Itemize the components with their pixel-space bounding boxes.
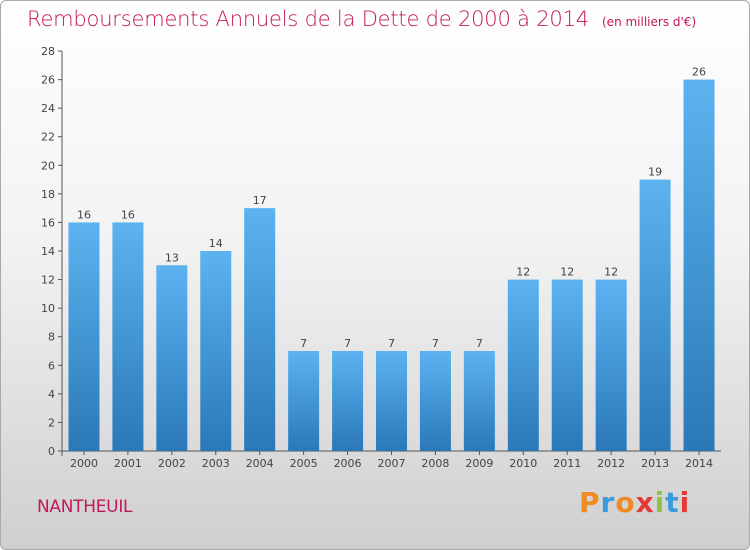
chart-title: Remboursements Annuels de la Dette de 20… xyxy=(27,7,589,31)
bar-value-label: 16 xyxy=(121,208,135,221)
y-tick-label: 2 xyxy=(48,416,55,429)
chart-subtitle: (en milliers d'€) xyxy=(602,15,697,29)
y-tick-label: 24 xyxy=(41,102,55,115)
bar xyxy=(68,222,100,451)
x-tick-label: 2002 xyxy=(158,457,186,470)
bar-value-label: 7 xyxy=(344,337,351,350)
bar-value-label: 13 xyxy=(165,251,179,264)
y-tick-label: 28 xyxy=(41,45,55,58)
proxiti-logo: Proxiti xyxy=(579,486,691,519)
x-tick-label: 2008 xyxy=(421,457,449,470)
bar xyxy=(683,79,715,452)
x-tick-label: 2013 xyxy=(641,457,669,470)
x-tick-label: 2009 xyxy=(465,457,493,470)
x-tick-label: 2004 xyxy=(246,457,274,470)
y-tick-label: 0 xyxy=(48,445,55,458)
x-tick-label: 2011 xyxy=(553,457,581,470)
bar-value-label: 12 xyxy=(604,266,618,279)
bar xyxy=(551,279,583,451)
bar xyxy=(200,251,232,451)
town-name: NANTHEUIL xyxy=(37,497,133,517)
y-tick-label: 10 xyxy=(41,302,55,315)
bar-value-label: 7 xyxy=(476,337,483,350)
bar xyxy=(463,351,495,451)
bar-value-label: 12 xyxy=(560,266,574,279)
x-tick-label: 2003 xyxy=(202,457,230,470)
y-tick-label: 18 xyxy=(41,188,55,201)
bar-value-label: 14 xyxy=(209,237,223,250)
y-tick-label: 20 xyxy=(41,159,55,172)
bar xyxy=(244,208,276,451)
bar xyxy=(332,351,364,451)
bar xyxy=(288,351,320,451)
y-tick-label: 12 xyxy=(41,274,55,287)
y-tick-label: 14 xyxy=(41,245,55,258)
bar-value-label: 7 xyxy=(432,337,439,350)
y-tick-label: 26 xyxy=(41,74,55,87)
x-tick-label: 2000 xyxy=(70,457,98,470)
bar xyxy=(595,279,627,451)
y-tick-label: 8 xyxy=(48,331,55,344)
y-tick-label: 22 xyxy=(41,131,55,144)
x-tick-label: 2014 xyxy=(685,457,713,470)
bar-value-label: 16 xyxy=(77,208,91,221)
x-tick-label: 2010 xyxy=(509,457,537,470)
bar xyxy=(376,351,407,451)
y-tick-label: 4 xyxy=(48,388,55,401)
x-tick-label: 2006 xyxy=(334,457,362,470)
y-tick-label: 6 xyxy=(48,359,55,372)
bar xyxy=(639,179,671,452)
x-tick-label: 2007 xyxy=(378,457,406,470)
bar-value-label: 17 xyxy=(253,194,267,207)
bar xyxy=(156,265,188,451)
bar-value-label: 19 xyxy=(648,166,662,179)
bar xyxy=(112,222,144,451)
bar-value-label: 7 xyxy=(300,337,307,350)
bar-value-label: 12 xyxy=(516,266,530,279)
bar-value-label: 26 xyxy=(692,66,706,79)
x-tick-label: 2012 xyxy=(597,457,625,470)
bar-value-label: 7 xyxy=(388,337,395,350)
bar xyxy=(419,351,451,451)
y-tick-label: 16 xyxy=(41,216,55,229)
x-tick-label: 2005 xyxy=(290,457,318,470)
chart-title-block: Remboursements Annuels de la Dette de 20… xyxy=(27,7,696,31)
bar xyxy=(507,279,539,451)
x-tick-label: 2001 xyxy=(114,457,142,470)
